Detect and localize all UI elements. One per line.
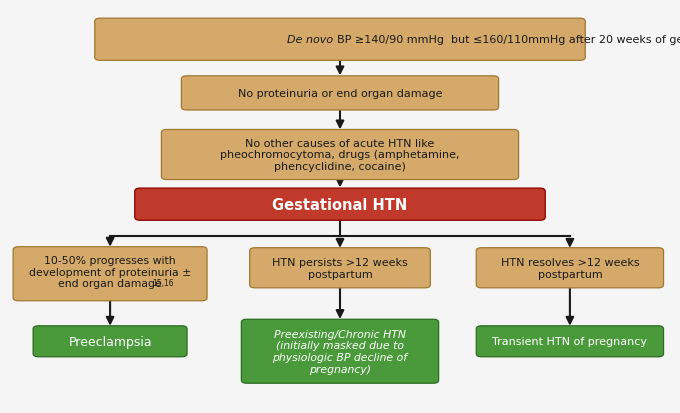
Text: 15,16: 15,16: [152, 278, 173, 287]
Text: Preeclampsia: Preeclampsia: [68, 335, 152, 348]
FancyBboxPatch shape: [182, 77, 498, 111]
Text: Gestational HTN: Gestational HTN: [273, 197, 407, 212]
Text: No other causes of acute HTN like
pheochromocytoma, drugs (amphetamine,
phencycl: No other causes of acute HTN like pheoch…: [220, 139, 460, 172]
FancyBboxPatch shape: [13, 247, 207, 301]
Text: De novo: De novo: [287, 35, 337, 45]
FancyBboxPatch shape: [250, 248, 430, 288]
FancyBboxPatch shape: [241, 320, 439, 383]
FancyBboxPatch shape: [95, 19, 585, 61]
Text: No proteinuria or end organ damage: No proteinuria or end organ damage: [238, 89, 442, 99]
FancyBboxPatch shape: [476, 326, 664, 357]
FancyBboxPatch shape: [33, 326, 187, 357]
Text: HTN persists >12 weeks
postpartum: HTN persists >12 weeks postpartum: [272, 257, 408, 279]
Text: 10-50% progresses with
development of proteinuria ±
end organ damage: 10-50% progresses with development of pr…: [29, 256, 191, 289]
FancyBboxPatch shape: [161, 130, 519, 180]
Text: BP ≥140/90 mmHg  but ≤160/110mmHg after 20 weeks of gestation: BP ≥140/90 mmHg but ≤160/110mmHg after 2…: [337, 35, 680, 45]
Text: HTN resolves >12 weeks
postpartum: HTN resolves >12 weeks postpartum: [500, 257, 639, 279]
Text: Preexisting/Chronic HTN
(initially masked due to
physiologic BP decline of
pregn: Preexisting/Chronic HTN (initially maske…: [273, 329, 407, 374]
FancyBboxPatch shape: [135, 189, 545, 221]
Text: Transient HTN of pregnancy: Transient HTN of pregnancy: [492, 337, 647, 347]
FancyBboxPatch shape: [476, 248, 664, 288]
